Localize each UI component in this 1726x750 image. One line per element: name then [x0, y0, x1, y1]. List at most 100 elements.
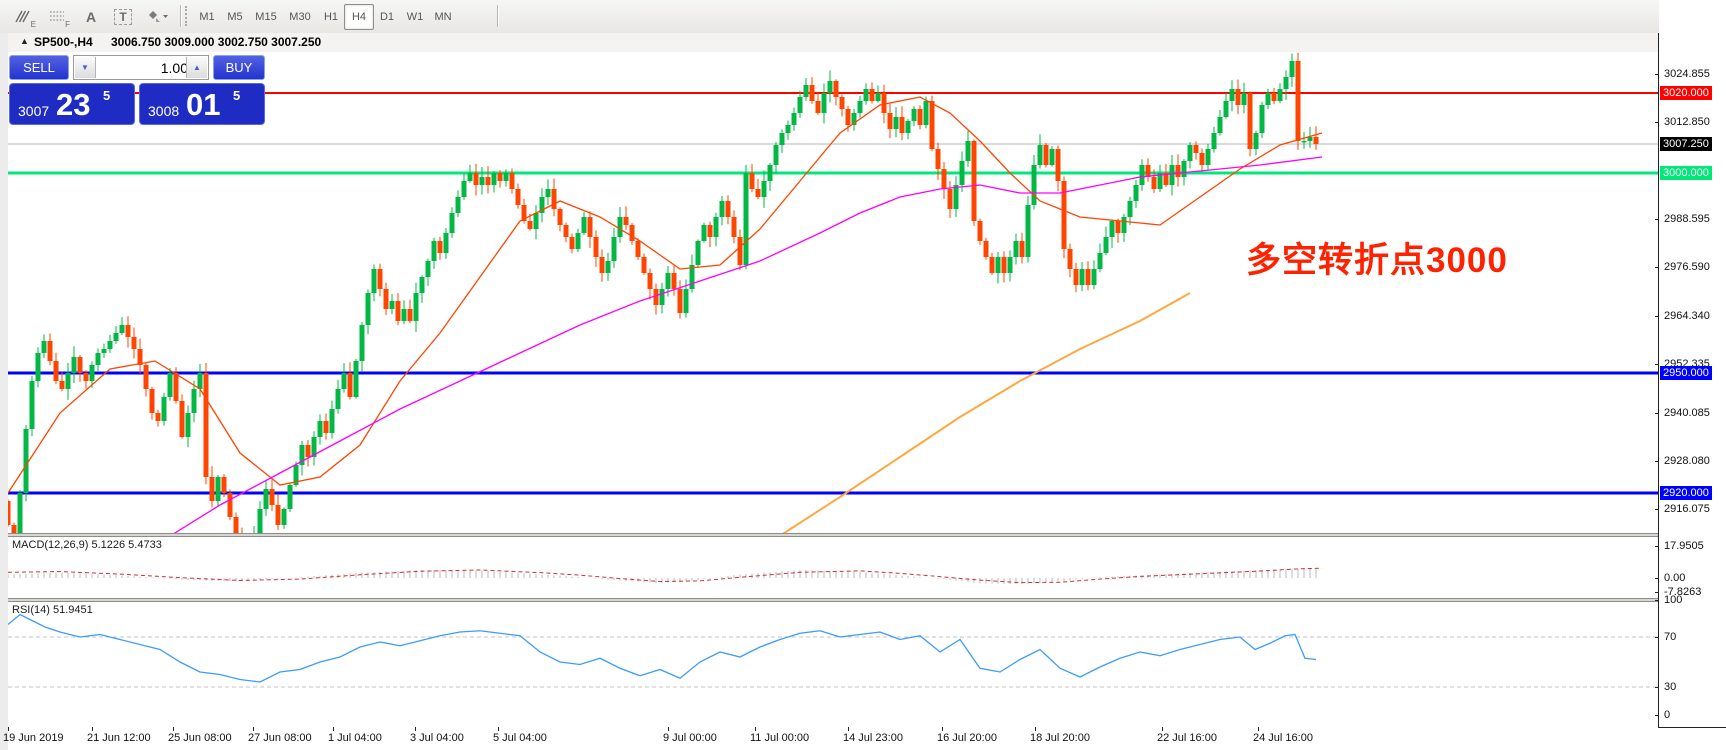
- time-tick-label: 1 Jul 04:00: [328, 732, 382, 744]
- price-chart-canvas[interactable]: [8, 52, 1658, 533]
- buy-price-box[interactable]: 3008 01 5: [139, 83, 265, 125]
- price-tick-label: 3024.855: [1664, 67, 1710, 80]
- toolbar-separator: [497, 5, 498, 27]
- axis-tick-mark: [1655, 218, 1659, 220]
- price-tick-label: 2976.590: [1664, 260, 1710, 273]
- one-click-trading-panel: SELL ▼ ▲ BUY 3007 23 5 3008 01 5: [9, 55, 265, 125]
- time-tick-mark: [1162, 727, 1163, 731]
- buy-price-prefix: 3008: [148, 103, 180, 119]
- volume-spinner: ▼ ▲: [73, 55, 209, 80]
- time-tick-mark: [333, 727, 334, 731]
- timeframe-m5[interactable]: M5: [227, 11, 243, 23]
- objects-icon[interactable]: [140, 4, 176, 30]
- time-tick-mark: [755, 727, 756, 731]
- time-scale[interactable]: 19 Jun 2019 21 Jun 12:00 25 Jun 08:00 27 Ju…: [3, 727, 1658, 750]
- axis-tick-mark: [1655, 687, 1659, 688]
- macd-tick-label: -7.8263: [1664, 586, 1702, 598]
- price-tick-label: 2988.595: [1664, 212, 1710, 225]
- axis-tick-mark: [1655, 637, 1659, 638]
- time-tick-label: 5 Jul 04:00: [493, 732, 547, 744]
- ohlc-values: 3006.750 3009.000 3002.750 3007.250: [111, 35, 322, 49]
- sell-price-pip: 5: [103, 88, 111, 103]
- sell-button[interactable]: SELL: [9, 55, 69, 80]
- timeframe-m30[interactable]: M30: [289, 11, 311, 23]
- sell-price-box[interactable]: 3007 23 5: [9, 83, 135, 125]
- price-tick-label: 2964.340: [1664, 309, 1710, 322]
- time-tick-mark: [173, 727, 174, 731]
- axis-tick-mark: [1655, 508, 1659, 510]
- time-tick-mark: [415, 727, 416, 731]
- time-tick-mark: [253, 727, 254, 731]
- time-tick-label: 11 Jul 00:00: [750, 732, 810, 744]
- axis-tick-mark: [1655, 546, 1659, 547]
- volume-input[interactable]: [96, 57, 192, 78]
- time-tick-label: 22 Jul 16:00: [1157, 732, 1217, 744]
- rsi-tick-label: 70: [1664, 631, 1677, 643]
- price-tick-label: 2940.085: [1664, 406, 1710, 419]
- time-tick-label: 21 Jun 12:00: [87, 732, 151, 744]
- sell-price-prefix: 3007: [18, 103, 50, 119]
- rsi-tick-label: 0: [1664, 709, 1671, 721]
- timeframe-h1[interactable]: H1: [323, 11, 339, 23]
- time-tick-mark: [1258, 727, 1259, 731]
- collapse-arrow-icon[interactable]: ▲: [20, 36, 29, 46]
- price-badge: 2950.000: [1660, 366, 1712, 380]
- price-badge: 3000.000: [1660, 166, 1712, 180]
- toolbar-grip[interactable]: [185, 6, 190, 26]
- time-tick-label: 25 Jun 08:00: [168, 732, 232, 744]
- time-tick-label: 9 Jul 00:00: [663, 732, 717, 744]
- price-tick-label: 3012.850: [1664, 115, 1710, 128]
- rsi-panel-canvas[interactable]: [8, 602, 1658, 727]
- price-scale[interactable]: 3024.855 3012.850 2988.595 2976.590 2964.340…: [1655, 0, 1726, 750]
- timeframe-m1[interactable]: M1: [199, 11, 215, 23]
- volume-increase-button[interactable]: ▲: [186, 57, 207, 78]
- time-tick-label: 24 Jul 16:00: [1253, 732, 1313, 744]
- chart-grid-icon[interactable]: F: [50, 11, 70, 29]
- axis-tick-mark: [1655, 600, 1659, 601]
- axis-tick-mark: [1655, 315, 1659, 317]
- chart-title-bar: ▲ SP500-,H4 3006.750 3009.000 3002.750 3…: [8, 33, 1726, 53]
- timeframe-h4[interactable]: H4: [344, 4, 374, 30]
- text-box-icon[interactable]: T: [108, 4, 138, 30]
- text-label-icon[interactable]: A: [85, 9, 97, 25]
- chart-expert-icon[interactable]: E: [8, 4, 38, 30]
- panel-splitter[interactable]: [8, 533, 1726, 537]
- time-tick-mark: [498, 727, 499, 731]
- timeframe-mn[interactable]: MN: [434, 11, 452, 23]
- time-tick-mark: [942, 727, 943, 731]
- price-tick-label: 2928.080: [1664, 454, 1710, 467]
- time-tick-label: 16 Jul 20:00: [937, 732, 997, 744]
- macd-panel-canvas[interactable]: [8, 537, 1658, 598]
- timeframe-m15[interactable]: M15: [255, 11, 277, 23]
- time-tick-mark: [92, 727, 93, 731]
- axis-tick-mark: [1655, 412, 1659, 414]
- timeframe-d1[interactable]: D1: [379, 11, 395, 23]
- rsi-tick-label: 100: [1664, 594, 1683, 606]
- axis-border: [1658, 33, 1659, 727]
- time-tick-label: 14 Jul 23:00: [843, 732, 903, 744]
- axis-tick-mark: [1655, 266, 1659, 268]
- axis-tick-mark: [1655, 460, 1659, 462]
- rsi-tick-label: 30: [1664, 681, 1677, 693]
- macd-tick-label: 0.00: [1664, 572, 1686, 584]
- price-badge: 3007.250: [1660, 137, 1712, 151]
- buy-button[interactable]: BUY: [213, 55, 265, 80]
- rsi-label: RSI(14) 51.9451: [12, 604, 93, 616]
- axis-tick-mark: [1655, 592, 1659, 593]
- macd-label: MACD(12,26,9) 5.1226 5.4733: [12, 539, 162, 551]
- volume-decrease-button[interactable]: ▼: [75, 57, 96, 78]
- time-tick-mark: [8, 727, 9, 731]
- time-tick-label: 3 Jul 04:00: [410, 732, 464, 744]
- timeframe-w1[interactable]: W1: [406, 11, 424, 23]
- panel-splitter[interactable]: [8, 598, 1726, 602]
- axis-tick-mark: [1655, 73, 1659, 75]
- time-tick-mark: [668, 727, 669, 731]
- buy-price-main: 01: [186, 87, 221, 122]
- chart-text-annotation: 多空转折点3000: [1246, 241, 1508, 280]
- axis-tick-mark: [1655, 715, 1659, 716]
- time-tick-mark: [848, 727, 849, 731]
- axis-tick-mark: [1655, 121, 1659, 123]
- toolbar-separator: [180, 5, 181, 27]
- macd-tick-label: 17.9505: [1664, 540, 1704, 552]
